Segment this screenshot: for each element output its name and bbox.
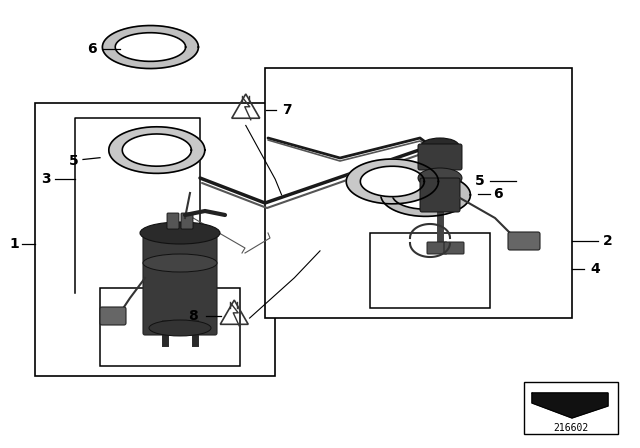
Text: 7: 7 (282, 103, 292, 117)
Ellipse shape (149, 320, 211, 336)
FancyBboxPatch shape (167, 213, 179, 229)
FancyBboxPatch shape (420, 178, 460, 212)
Polygon shape (392, 181, 459, 209)
Polygon shape (532, 393, 608, 418)
Bar (100, 288, 240, 366)
Text: 5: 5 (475, 174, 485, 189)
Polygon shape (122, 134, 191, 166)
Polygon shape (360, 166, 424, 197)
FancyBboxPatch shape (100, 307, 126, 325)
Text: 6: 6 (493, 186, 503, 201)
Ellipse shape (143, 254, 217, 272)
Ellipse shape (421, 138, 459, 154)
Bar (370, 233, 490, 308)
Polygon shape (115, 33, 186, 61)
FancyBboxPatch shape (427, 242, 447, 254)
FancyBboxPatch shape (418, 144, 462, 170)
Text: 5: 5 (69, 154, 79, 168)
FancyBboxPatch shape (508, 232, 540, 250)
Bar (35, 103, 275, 376)
FancyBboxPatch shape (143, 231, 217, 335)
Bar (265, 68, 572, 318)
FancyBboxPatch shape (181, 213, 193, 229)
Ellipse shape (140, 222, 220, 244)
Text: 8: 8 (188, 309, 198, 323)
Text: 3: 3 (41, 172, 51, 186)
Text: 1: 1 (9, 237, 19, 251)
Text: 216602: 216602 (554, 423, 589, 433)
Polygon shape (381, 173, 470, 216)
Polygon shape (102, 26, 198, 69)
Ellipse shape (418, 168, 462, 188)
Text: 2: 2 (603, 233, 613, 248)
Text: 4: 4 (590, 262, 600, 276)
Bar (524, 382, 618, 434)
Polygon shape (346, 159, 438, 204)
Text: 6: 6 (87, 42, 97, 56)
FancyBboxPatch shape (444, 242, 464, 254)
Polygon shape (109, 127, 205, 173)
